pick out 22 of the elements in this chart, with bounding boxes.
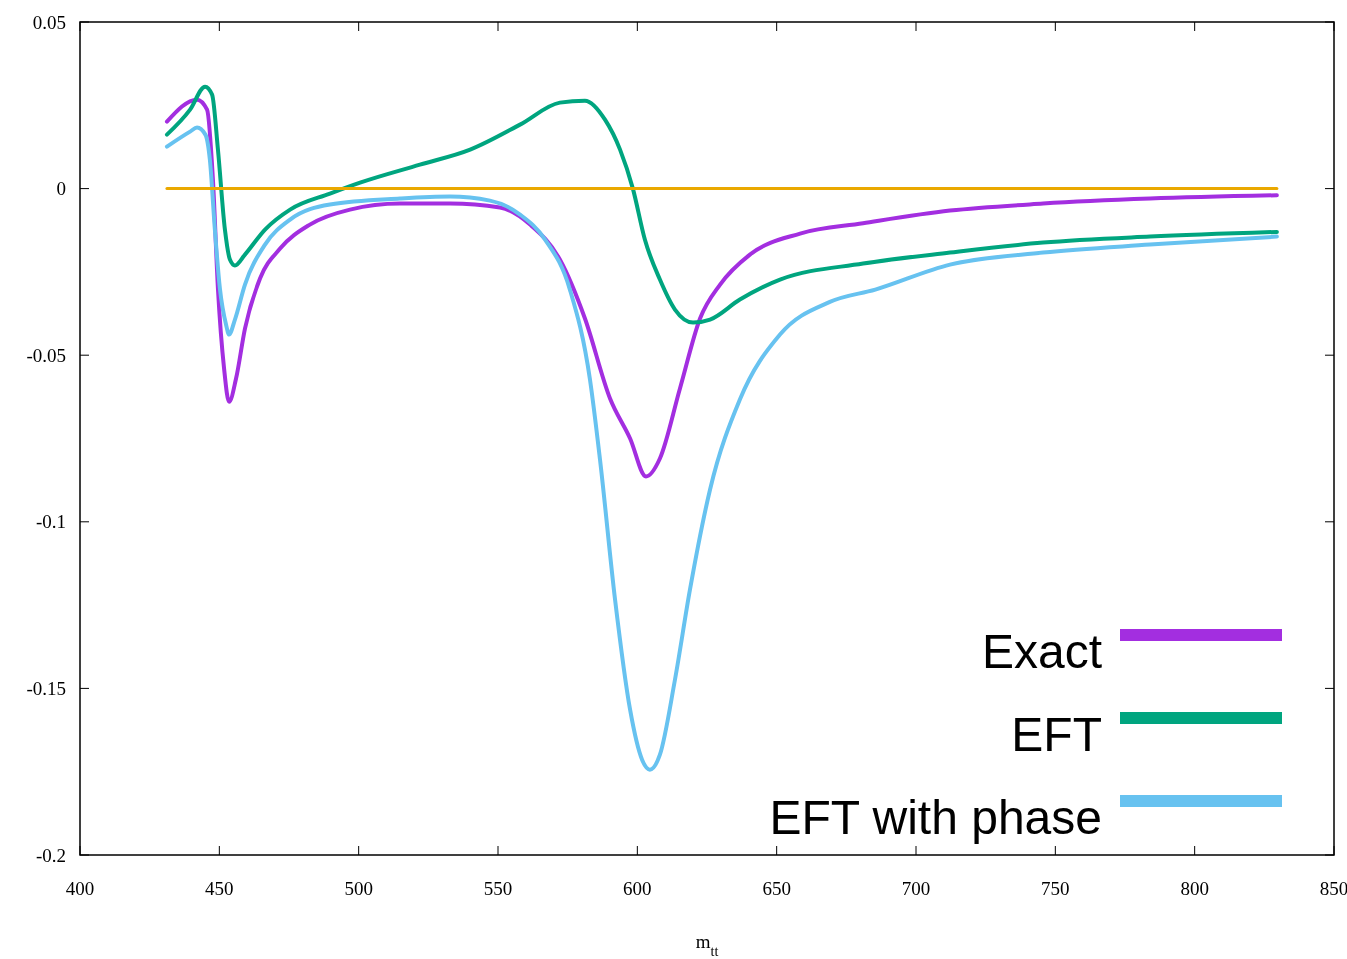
y-tick-label: -0.15 <box>26 678 66 700</box>
x-tick-label: 800 <box>1180 878 1209 899</box>
line-series <box>164 84 1279 325</box>
y-tick-label: -0.2 <box>35 844 66 866</box>
legend-label: Exact <box>981 625 1102 678</box>
y-tick-label: -0.05 <box>26 344 66 366</box>
x-tick-label: 700 <box>901 878 931 899</box>
x-axis-title: m$_{tt}$ <box>695 931 719 959</box>
legend-label: EFT with phase <box>769 791 1102 844</box>
y-tick-label: 0.05 <box>32 11 66 33</box>
legend-label: EFT <box>1011 708 1102 761</box>
x-tick-label: 400 <box>65 878 95 899</box>
x-tick-label: 450 <box>205 878 234 899</box>
x-tick-label: 600 <box>623 878 652 899</box>
y-tick-label: -0.1 <box>35 511 66 533</box>
line-series <box>164 125 1279 772</box>
x-tick-label: 550 <box>483 878 513 899</box>
x-tick-label: 850 <box>1319 878 1347 899</box>
y-tick-label: 0 <box>56 178 66 200</box>
x-tick-label: 650 <box>762 878 791 899</box>
x-tick-label: 500 <box>344 878 373 899</box>
x-tick-label: 750 <box>1041 878 1070 899</box>
